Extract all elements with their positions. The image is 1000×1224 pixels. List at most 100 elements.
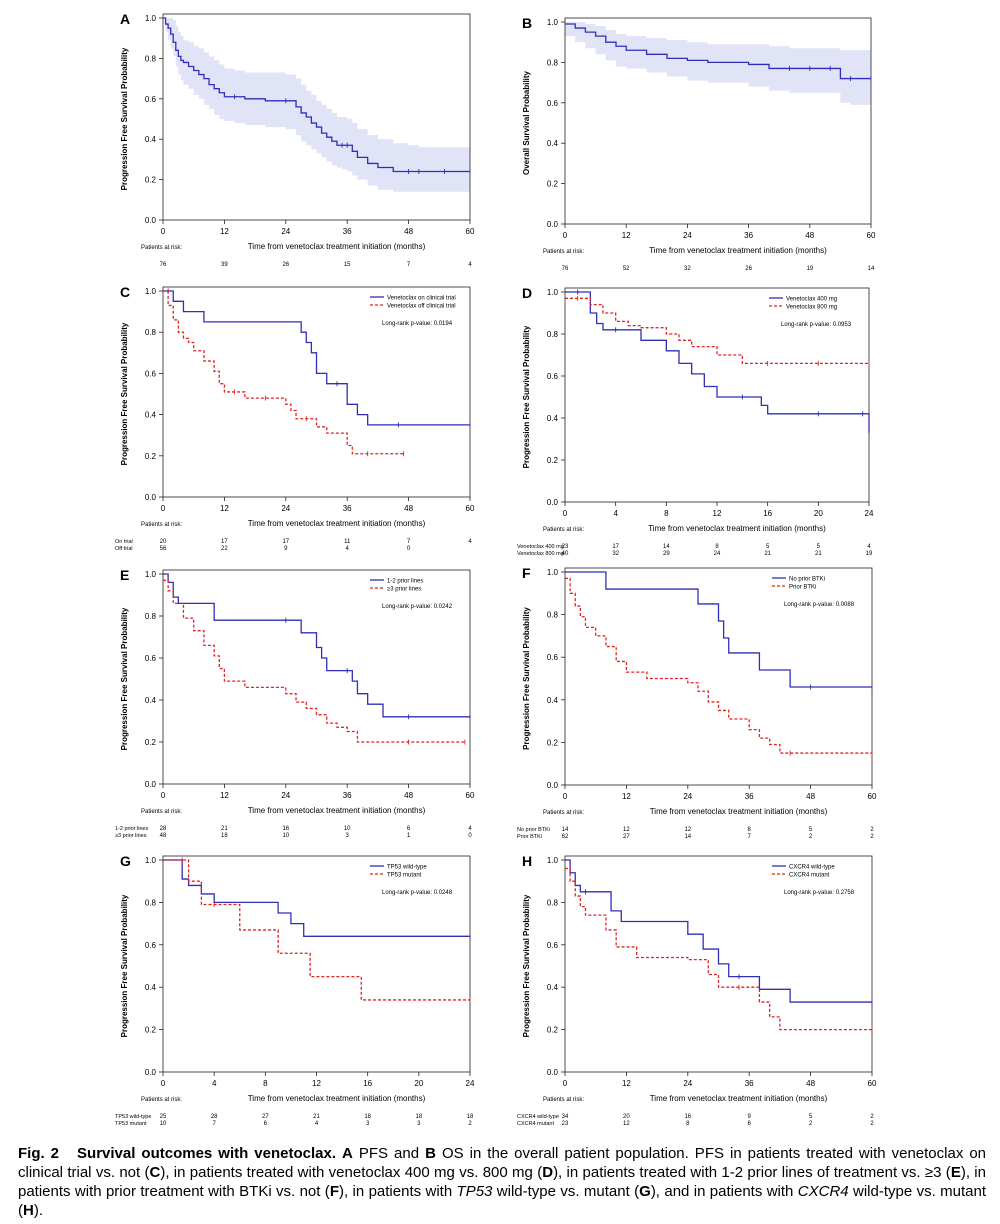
x-tick-label: 16 — [363, 1079, 372, 1088]
x-tick-label: 48 — [806, 792, 815, 801]
caption-ref-a: A — [342, 1145, 353, 1162]
risk-count: 14 — [663, 544, 670, 550]
risk-count: 39 — [221, 262, 228, 268]
y-tick-label: 0.2 — [547, 456, 559, 465]
legend-entry: CXCR4 mutant — [789, 873, 830, 879]
risk-count: 3 — [417, 1121, 421, 1127]
risk-count: 1 — [407, 833, 411, 839]
caption-fig-number: Fig. 2 — [18, 1145, 60, 1162]
panel-label: D — [522, 285, 532, 301]
legend-entry: No prior BTKi — [789, 577, 825, 583]
y-tick-label: 0.6 — [547, 372, 559, 381]
y-axis-label: Progression Free Survival Probability — [522, 894, 531, 1037]
risk-row-name: No prior BTKi — [517, 827, 550, 833]
y-tick-label: 1.0 — [547, 568, 559, 577]
y-axis-label: Progression Free Survival Probability — [120, 607, 129, 750]
caption-gene-tp53: TP53 — [456, 1183, 493, 1200]
risk-count: 21 — [764, 551, 771, 557]
risk-count: 20 — [160, 539, 167, 545]
y-axis-label: Progression Free Survival Probability — [522, 325, 531, 468]
caption-text: wild-type vs. mutant ( — [492, 1183, 640, 1200]
risk-count: 32 — [612, 551, 619, 557]
y-tick-label: 0.8 — [145, 898, 157, 907]
panel-label: F — [522, 565, 531, 581]
plot-frame — [564, 17, 872, 225]
x-axis-label: Time from venetoclax treatment initiatio… — [248, 242, 426, 251]
km-panel-b: B 0.0 0.2 0.4 0.6 0.8 1.0 0 12 24 36 48 60 Overall Su… — [522, 15, 876, 272]
x-tick-label: 60 — [867, 231, 876, 240]
x-tick-label: 0 — [161, 227, 166, 236]
risk-count: 4 — [468, 262, 472, 268]
risk-count: 12 — [623, 827, 630, 833]
x-axis-label: Time from venetoclax treatment initiatio… — [248, 1094, 426, 1103]
y-tick-label: 1.0 — [145, 570, 157, 579]
x-tick-label: 60 — [868, 792, 877, 801]
risk-row-name: Off trial — [115, 546, 133, 552]
risk-table-label: Patients at risk: — [141, 245, 182, 251]
caption-ref-c: C — [149, 1164, 161, 1181]
risk-count: 4 — [346, 546, 350, 552]
x-tick-label: 20 — [414, 1079, 423, 1088]
x-tick-label: 0 — [161, 791, 166, 800]
x-tick-label: 48 — [404, 227, 413, 236]
x-tick-label: 4 — [613, 509, 618, 518]
risk-count: 5 — [809, 827, 813, 833]
legend-entry: Venetoclax 400 mg — [786, 297, 837, 303]
y-tick-label: 0.6 — [145, 95, 157, 104]
risk-count: 2 — [809, 834, 813, 840]
y-tick-label: 0.6 — [145, 941, 157, 950]
risk-count: 8 — [686, 1121, 690, 1127]
risk-count: 5 — [766, 544, 770, 550]
y-tick-label: 0.2 — [145, 452, 157, 461]
caption-text: PFS and — [352, 1145, 426, 1162]
risk-count: 26 — [745, 266, 752, 272]
x-tick-label: 12 — [220, 227, 229, 236]
y-axis-label: Progression Free Survival Probability — [120, 322, 129, 465]
y-tick-label: 0.4 — [145, 411, 157, 420]
x-tick-label: 24 — [683, 1079, 692, 1088]
figure-panels: A0.00.20.40.60.81.00 12 24 36 48 60Progressio… — [115, 11, 877, 1127]
risk-count: 9 — [748, 1114, 752, 1120]
y-tick-label: 0.2 — [547, 738, 559, 747]
km-curve-primary — [163, 859, 470, 937]
plot-frame — [162, 569, 471, 785]
risk-row-name: ≥3 prior lines — [115, 833, 147, 839]
y-tick-label: 0.8 — [547, 330, 559, 339]
risk-count: 14 — [562, 827, 569, 833]
caption-text: ), in patients treated with 1-2 prior li… — [553, 1164, 951, 1181]
km-panel-f: F 0.0 0.2 0.4 0.6 0.8 1.0 0 12 24 36 48 60 Progressio… — [517, 565, 877, 840]
x-tick-label: 20 — [814, 509, 823, 518]
risk-table-label: Patients at risk: — [543, 527, 584, 533]
p-value-label: Long-rank p-value: 0.0194 — [382, 321, 453, 327]
risk-count: 10 — [344, 826, 351, 832]
x-axis-label: Time from venetoclax treatment initiatio… — [650, 807, 828, 816]
risk-count: 3 — [366, 1121, 370, 1127]
p-value-label: Long-rank p-value: 0.0088 — [784, 602, 855, 608]
risk-count: 7 — [407, 539, 411, 545]
legend-entry: Venetoclax off clinical trial — [387, 304, 456, 310]
y-tick-label: 0.6 — [547, 99, 559, 108]
y-tick-label: 0.0 — [145, 493, 157, 502]
plot-frame — [162, 13, 471, 221]
legend-entry: Prior BTKi — [789, 585, 816, 591]
x-tick-label: 36 — [343, 791, 352, 800]
x-tick-label: 0 — [563, 1079, 568, 1088]
risk-count: 17 — [612, 544, 619, 550]
km-curve-secondary — [565, 297, 869, 365]
panel-label: B — [522, 15, 532, 31]
y-tick-label: 1.0 — [145, 14, 157, 23]
y-tick-label: 0.8 — [547, 58, 559, 67]
x-tick-label: 12 — [312, 1079, 321, 1088]
caption-ref-e: E — [950, 1164, 961, 1181]
risk-count: 7 — [407, 262, 411, 268]
x-tick-label: 4 — [212, 1079, 217, 1088]
km-curve-primary — [565, 571, 872, 688]
risk-count: 5 — [817, 544, 821, 550]
x-axis-label: Time from venetoclax treatment initiatio… — [649, 246, 827, 255]
y-tick-label: 0.4 — [145, 983, 157, 992]
risk-table-label: Patients at risk: — [543, 249, 584, 255]
risk-row-name: Venetoclax 400 mg — [517, 544, 564, 550]
caption-gene-cxcr4: CXCR4 — [797, 1183, 849, 1200]
y-tick-label: 1.0 — [547, 18, 559, 27]
risk-count: 20 — [623, 1114, 630, 1120]
